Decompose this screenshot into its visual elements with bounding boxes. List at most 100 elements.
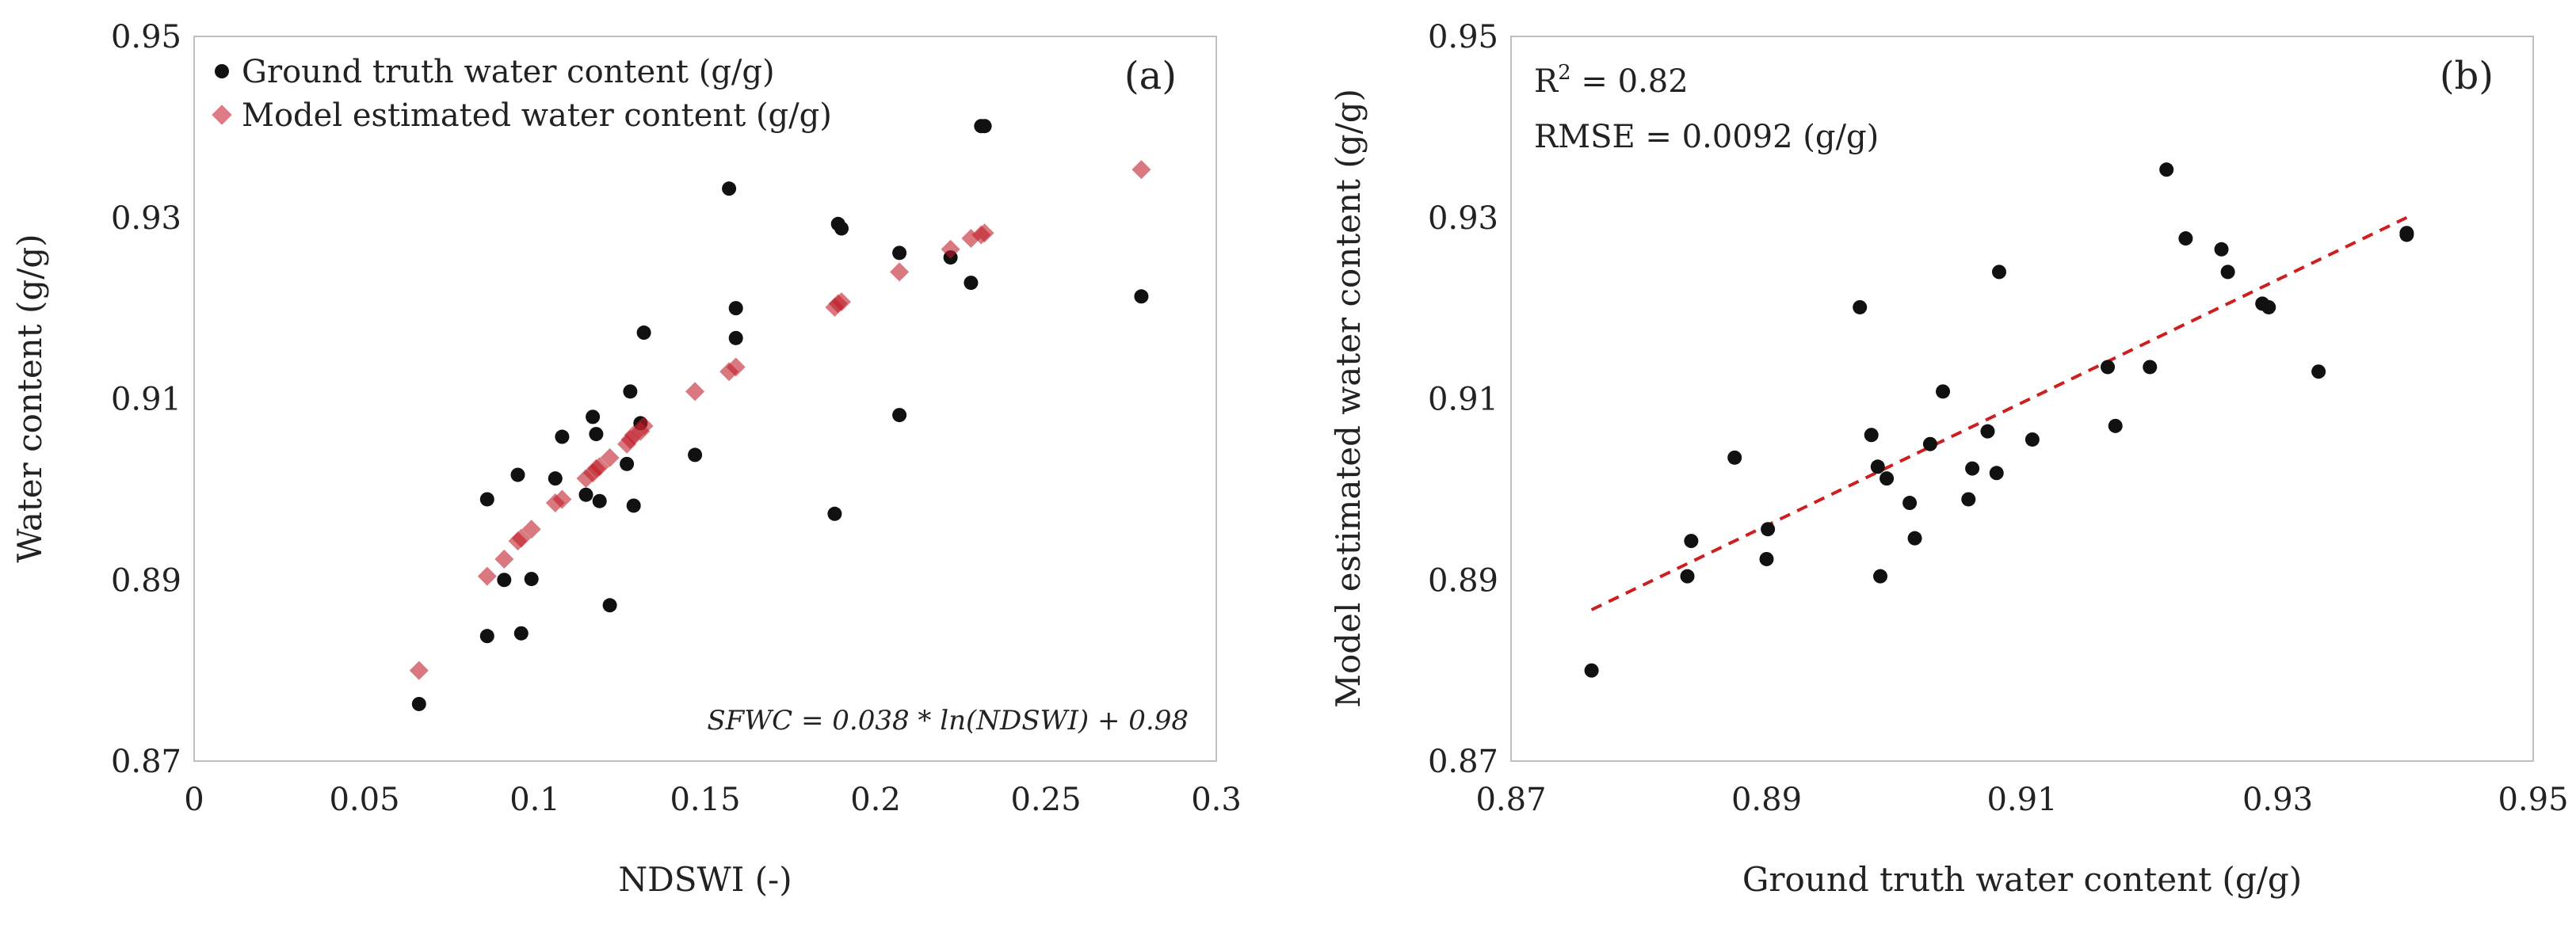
scatter-point bbox=[2261, 299, 2276, 314]
panel-b: 0.87 0.89 0.91 0.93 0.95 0.87 0.89 0.91 0.93 0.9… bbox=[1329, 19, 2569, 899]
ground-truth-point bbox=[592, 493, 607, 508]
ground-truth-point bbox=[626, 498, 641, 513]
model-estimate-point bbox=[409, 660, 429, 680]
x-tick-label: 0.15 bbox=[670, 782, 740, 818]
scatter-point bbox=[1759, 551, 1774, 566]
model-estimate-point bbox=[890, 262, 910, 282]
model-estimate-point bbox=[552, 489, 572, 509]
ground-truth-point bbox=[728, 330, 743, 345]
x-tick-label: 0.3 bbox=[1191, 782, 1242, 818]
legend-marker-model bbox=[212, 105, 232, 125]
y-axis-title-b: Model estimated water content (g/g) bbox=[1329, 89, 1368, 708]
scatter-point bbox=[1902, 496, 1918, 511]
ground-truth-point bbox=[722, 181, 737, 196]
ground-truth-point bbox=[636, 325, 651, 341]
model-estimate-points bbox=[409, 160, 1151, 680]
scatter-point bbox=[1991, 265, 2006, 280]
r-squared-superscript: 2 bbox=[1558, 61, 1571, 85]
scatter-point bbox=[1936, 384, 1951, 399]
ground-truth-point bbox=[479, 629, 494, 644]
ground-truth-point bbox=[620, 456, 635, 471]
ground-truth-point bbox=[497, 573, 512, 588]
plot-area-a bbox=[193, 36, 1217, 762]
scatter-point bbox=[2399, 226, 2414, 241]
ground-truth-point bbox=[892, 408, 907, 423]
ground-truth-point bbox=[688, 447, 703, 462]
ground-truth-point bbox=[827, 506, 842, 521]
scatter-point bbox=[1880, 471, 1895, 486]
scatter-point bbox=[1864, 428, 1879, 443]
panel-label-a: (a) bbox=[1124, 54, 1177, 98]
x-tick-label: 0.87 bbox=[1475, 782, 1546, 818]
ground-truth-point bbox=[602, 598, 617, 613]
model-estimate-point bbox=[726, 357, 746, 377]
ground-truth-point bbox=[578, 487, 593, 502]
scatter-point bbox=[1965, 461, 1980, 476]
y-tick-label: 0.89 bbox=[1428, 562, 1498, 599]
scatter-point bbox=[1870, 459, 1885, 474]
y-tick-label: 0.91 bbox=[111, 382, 181, 418]
model-estimate-point bbox=[1132, 160, 1151, 180]
scatter-point bbox=[2108, 418, 2123, 433]
y-tick-labels-a: 0.87 0.89 0.91 0.93 0.95 bbox=[111, 19, 181, 780]
model-estimate-point bbox=[941, 239, 960, 259]
x-tick-label: 0.91 bbox=[1986, 782, 2057, 818]
r-squared-value: = 0.82 bbox=[1571, 63, 1689, 100]
ground-truth-point bbox=[510, 467, 525, 482]
y-tick-label: 0.87 bbox=[111, 744, 181, 780]
ground-truth-point bbox=[834, 221, 849, 236]
scatter-point bbox=[1684, 534, 1699, 549]
plot-area-b bbox=[1510, 36, 2534, 762]
regression-equation: SFWC = 0.038 * ln(NDSWI) + 0.98 bbox=[707, 705, 1189, 737]
ground-truth-point bbox=[411, 696, 426, 711]
scatter-point bbox=[1922, 436, 1937, 451]
model-estimate-point bbox=[685, 382, 705, 402]
x-tick-label: 0.05 bbox=[329, 782, 399, 818]
ground-truth-point bbox=[1134, 289, 1149, 304]
scatter-point bbox=[1907, 531, 1922, 546]
y-tick-label: 0.87 bbox=[1428, 744, 1498, 780]
rmse-label: RMSE = 0.0092 (g/g) bbox=[1534, 119, 1879, 155]
ground-truth-point bbox=[479, 492, 494, 507]
ground-truth-point bbox=[728, 301, 743, 316]
y-tick-label: 0.95 bbox=[1428, 19, 1498, 55]
x-tick-label: 0.95 bbox=[2498, 782, 2568, 818]
scatter-points-b bbox=[1584, 162, 2414, 678]
scatter-point bbox=[1853, 299, 1868, 314]
model-estimate-point bbox=[477, 566, 497, 586]
scatter-point bbox=[1761, 522, 1776, 537]
y-axis-title-a: Water content (g/g) bbox=[10, 234, 49, 562]
scatter-point bbox=[2220, 265, 2235, 280]
model-estimate-point bbox=[511, 528, 531, 548]
x-tick-labels-a: 0 0.05 0.1 0.15 0.2 0.25 0.3 bbox=[184, 782, 1242, 818]
ground-truth-point bbox=[548, 471, 563, 486]
y-tick-label: 0.95 bbox=[111, 19, 181, 55]
ground-truth-point bbox=[524, 572, 539, 587]
r-squared-label: R2 = 0.82 bbox=[1534, 61, 1689, 100]
scatter-point bbox=[1584, 663, 1599, 678]
panel-a: 0.87 0.89 0.91 0.93 0.95 0 0.05 0.1 0.15 0.2 0.25… bbox=[10, 19, 1242, 899]
scatter-point bbox=[1873, 569, 1888, 584]
ground-truth-point bbox=[892, 246, 907, 261]
scatter-point bbox=[2214, 242, 2229, 257]
legend-a: Ground truth water content (g/g) Model e… bbox=[212, 54, 832, 134]
panel-label-b: (b) bbox=[2440, 54, 2494, 98]
scatter-point bbox=[1989, 466, 2004, 481]
model-estimate-point bbox=[494, 549, 514, 569]
x-tick-label: 0.89 bbox=[1731, 782, 1802, 818]
scatter-point bbox=[2311, 364, 2326, 379]
x-tick-label: 0.2 bbox=[850, 782, 901, 818]
x-tick-label: 0 bbox=[184, 782, 204, 818]
legend-label-model: Model estimated water content (g/g) bbox=[242, 97, 832, 134]
x-axis-title-a: NDSWI (-) bbox=[618, 860, 792, 899]
ground-truth-point bbox=[623, 384, 638, 399]
model-estimate-point bbox=[590, 457, 609, 477]
x-tick-label: 0.93 bbox=[2242, 782, 2313, 818]
y-tick-label: 0.93 bbox=[1428, 200, 1498, 237]
ground-truth-point bbox=[977, 119, 992, 134]
scatter-point bbox=[1961, 492, 1976, 507]
scatter-point bbox=[1680, 569, 1695, 584]
scatter-point bbox=[2178, 231, 2193, 246]
